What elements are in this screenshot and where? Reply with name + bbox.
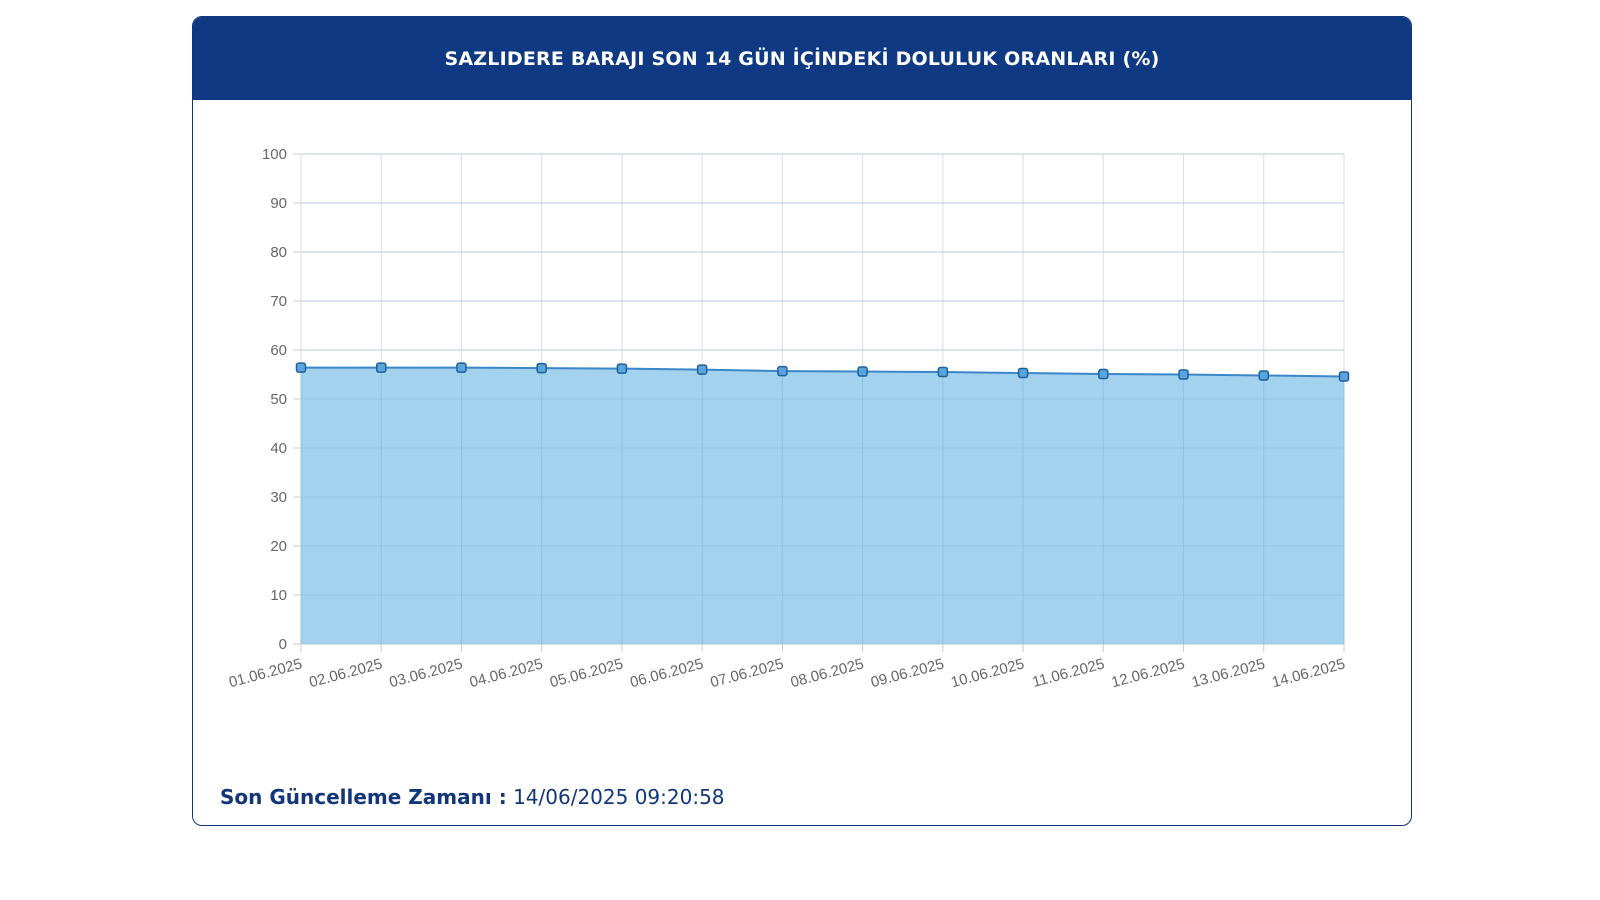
- chart-title: SAZLIDERE BARAJI SON 14 GÜN İÇİNDEKİ DOL…: [444, 47, 1160, 70]
- x-tick-label: 14.06.2025: [1270, 655, 1347, 691]
- y-tick-label: 30: [270, 489, 287, 506]
- x-tick-label: 03.06.2025: [388, 655, 465, 691]
- x-tick-label: 10.06.2025: [949, 655, 1026, 691]
- data-point: [1098, 368, 1109, 380]
- x-tick-label: 09.06.2025: [869, 655, 946, 691]
- series-line: [301, 366, 1345, 378]
- chart-card: SAZLIDERE BARAJI SON 14 GÜN İÇİNDEKİ DOL…: [192, 16, 1412, 826]
- x-tick-label: 08.06.2025: [789, 655, 866, 691]
- y-tick-label: 100: [262, 146, 287, 163]
- x-tick-label: 02.06.2025: [307, 655, 384, 691]
- y-tick-label: 50: [270, 391, 287, 408]
- y-tick-label: 20: [270, 538, 287, 555]
- data-point: [696, 364, 708, 375]
- y-tick-label: 80: [270, 244, 287, 261]
- y-tick-label: 60: [270, 342, 287, 359]
- y-tick-label: 90: [270, 195, 287, 212]
- card-header: SAZLIDERE BARAJI SON 14 GÜN İÇİNDEKİ DOL…: [193, 17, 1411, 100]
- data-point: [295, 362, 307, 373]
- x-tick-label: 06.06.2025: [628, 655, 705, 691]
- data-point: [1178, 369, 1189, 380]
- data-point: [536, 362, 547, 374]
- data-point: [1017, 367, 1029, 379]
- x-tick-label: 05.06.2025: [548, 655, 625, 691]
- y-tick-label: 0: [279, 636, 287, 653]
- y-tick-label: 10: [270, 587, 287, 604]
- data-point: [937, 366, 949, 378]
- data-point: [456, 362, 467, 373]
- last-update-value: 14/06/2025 09:20:58: [513, 785, 725, 809]
- x-tick-label: 11.06.2025: [1030, 655, 1106, 691]
- x-tick-label: 01.06.2025: [227, 655, 304, 691]
- line-chart: 0 10 20 30 40 50 60 70 80 90 100 01.06.2025 02.06.20…: [227, 146, 1350, 691]
- data-point: [777, 365, 788, 377]
- data-point: [375, 362, 387, 373]
- data-point: [857, 366, 868, 377]
- data-point: [1258, 370, 1270, 381]
- chart-area: 0 10 20 30 40 50 60 70 80 90 100 01.06.2025 02.06.20…: [193, 100, 1411, 740]
- y-tick-label: 70: [270, 293, 287, 310]
- x-tick-label: 13.06.2025: [1190, 655, 1267, 691]
- data-point: [1338, 371, 1350, 382]
- x-tick-label: 12.06.2025: [1110, 655, 1187, 691]
- series-area: [301, 367, 1344, 644]
- x-tick-label: 04.06.2025: [468, 655, 545, 691]
- last-update: Son Güncelleme Zamanı : 14/06/2025 09:20…: [220, 785, 725, 809]
- x-tick-label: 07.06.2025: [709, 655, 786, 691]
- y-tick-label: 40: [270, 440, 287, 457]
- last-update-label: Son Güncelleme Zamanı :: [220, 785, 507, 809]
- data-point: [616, 363, 628, 374]
